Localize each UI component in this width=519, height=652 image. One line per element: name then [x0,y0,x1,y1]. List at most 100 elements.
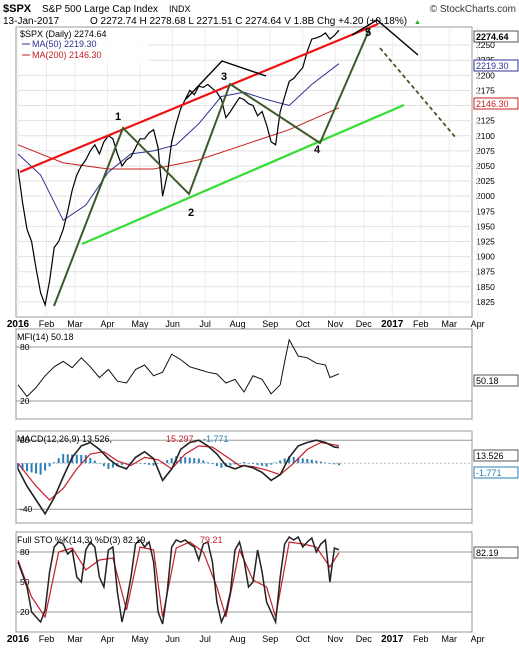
legend-ma200: MA(200) 2146.30 [32,50,102,60]
macd-hist-bar [292,456,295,464]
price-gridlines [16,44,472,303]
mfi-line [17,338,340,398]
price-y-tick-label: 1925 [476,236,495,246]
price-x-tick-label: Sep [262,319,278,329]
sto-x-tick-label: Jul [199,634,211,644]
macd-hist-bar [301,458,304,464]
macd-hist-bar [193,458,196,464]
header-date: 13-Jan-2017 [3,16,60,27]
sto-x-tick-label: Apr [100,634,114,644]
macd-hist-bar [111,463,114,468]
macd-hist-bar [120,463,123,465]
price-x-tick-label: May [132,319,150,329]
macd-hist-bar [283,458,286,464]
wave-5-wedge [351,19,419,56]
sto-x-tick-label: Feb [39,634,55,644]
macd-hist-bar [211,463,214,465]
macd-hist-bar [39,463,42,475]
sto-x-tick-label: Sep [262,634,278,644]
mfi-legend: MFI(14) 50.18 [17,332,74,342]
sto-legend: Full STO %K(14,3) %D(3) 82.19, [17,535,148,545]
sto-x-tick-label: Aug [230,634,246,644]
price-x-tick-label: Aug [230,319,246,329]
price-x-tick-label: Jun [165,319,180,329]
macd-hist-bar [188,457,191,464]
badge-last-price [473,30,519,43]
price-y-tick-label: 2125 [476,116,495,126]
wave-label-5: 5 [365,27,371,39]
y-tick-label: 20 [20,435,30,445]
macd-hist-bar [44,463,47,471]
badge-macd-hist-text: -1.771 [476,468,502,478]
price-y-tick-label: 1850 [476,282,495,292]
price-y-tick-label: 2050 [476,161,495,171]
sto-k-line [17,535,340,625]
macd-hist-bar [333,463,336,465]
elliott-wave-path [53,27,371,307]
price-x-tick-label: 2017 [381,319,404,330]
price-y-tick-label: 2250 [476,40,495,50]
macd-hist-bar [324,462,327,464]
header-symbol: $SPX [3,3,32,15]
macd-hist-bar [319,461,322,464]
macd-hist-bar [26,463,29,472]
macd-hist-bar [80,454,83,464]
price-x-tick-label: Mar [67,319,83,329]
price-x-tick-label: Apr [471,319,485,329]
macd-gridlines: -40 20 [16,435,472,514]
macd-hist-bar [288,456,291,464]
macd-hist-bar [157,463,160,464]
macd-hist-bar [233,463,236,465]
macd-hist-bar [202,460,205,464]
price-x-tick-label: Apr [100,319,114,329]
macd-hist-bar [98,463,101,464]
macd-line [17,439,339,516]
macd-hist-bar [243,462,245,464]
macd-hist-bar [197,458,200,464]
badge-macd-hist [473,466,519,479]
macd-hist-bar [206,462,209,464]
macd-hist-bar [35,463,38,474]
price-x-gridlines [17,27,479,317]
y-tick-label: 20 [20,607,30,617]
macd-hist-bar [310,459,313,464]
sto-x-axis-labels: 2016 Feb Mar Apr May Jun Jul Aug Sep Oct Nov Dec 201… [7,634,485,645]
macd-hist-bar [107,463,110,469]
price-y-tick-label: 2000 [476,191,495,201]
mfi-panel-frame [15,328,473,420]
price-x-tick-label: Oct [296,319,311,329]
wave-label-3: 3 [221,71,227,83]
macd-hist-bar [184,457,187,464]
macd-hist-bar [247,462,250,464]
ma50-line [17,63,340,222]
sto-x-tick-label: Mar [67,634,83,644]
price-y-tick-label: 2075 [476,146,495,156]
price-x-tick-label: Dec [356,319,373,329]
legend-ma50: MA(50) 2219.30 [32,39,97,49]
badge-sto-text: 82.19 [476,548,499,558]
lower-channel-line [81,103,405,246]
macd-hist-bar [215,463,218,466]
sto-x-tick-label: Apr [471,634,485,644]
macd-legend: MACD(12,26,9) 13.526, [17,434,112,444]
macd-hist-bar [102,463,105,467]
badge-ma50-text: 2219.30 [476,61,509,71]
macd-hist-bar [166,459,169,464]
macd-hist-bar [238,463,241,464]
macd-hist-bar [48,463,51,467]
price-x-axis-labels: 2016 Feb Mar Apr May Jun Jul Aug Sep Oct Nov Dec 201… [7,319,485,330]
sto-legend-d: 79.21 [200,535,223,545]
price-y-tick-label: 1825 [476,297,495,307]
sto-x-tick-label: Oct [296,634,311,644]
header-name: S&P 500 Large Cap Index [42,4,158,15]
up-arrow-icon: ▲ [414,19,421,26]
macd-legend-signal: 15.297, [166,434,196,444]
y-tick-label: -40 [20,504,33,514]
price-line [17,29,340,308]
badge-ma50 [473,59,519,72]
macd-hist-bar [139,463,142,464]
macd-hist-bar [220,463,223,468]
header-watermark: © StockCharts.com [430,4,516,15]
